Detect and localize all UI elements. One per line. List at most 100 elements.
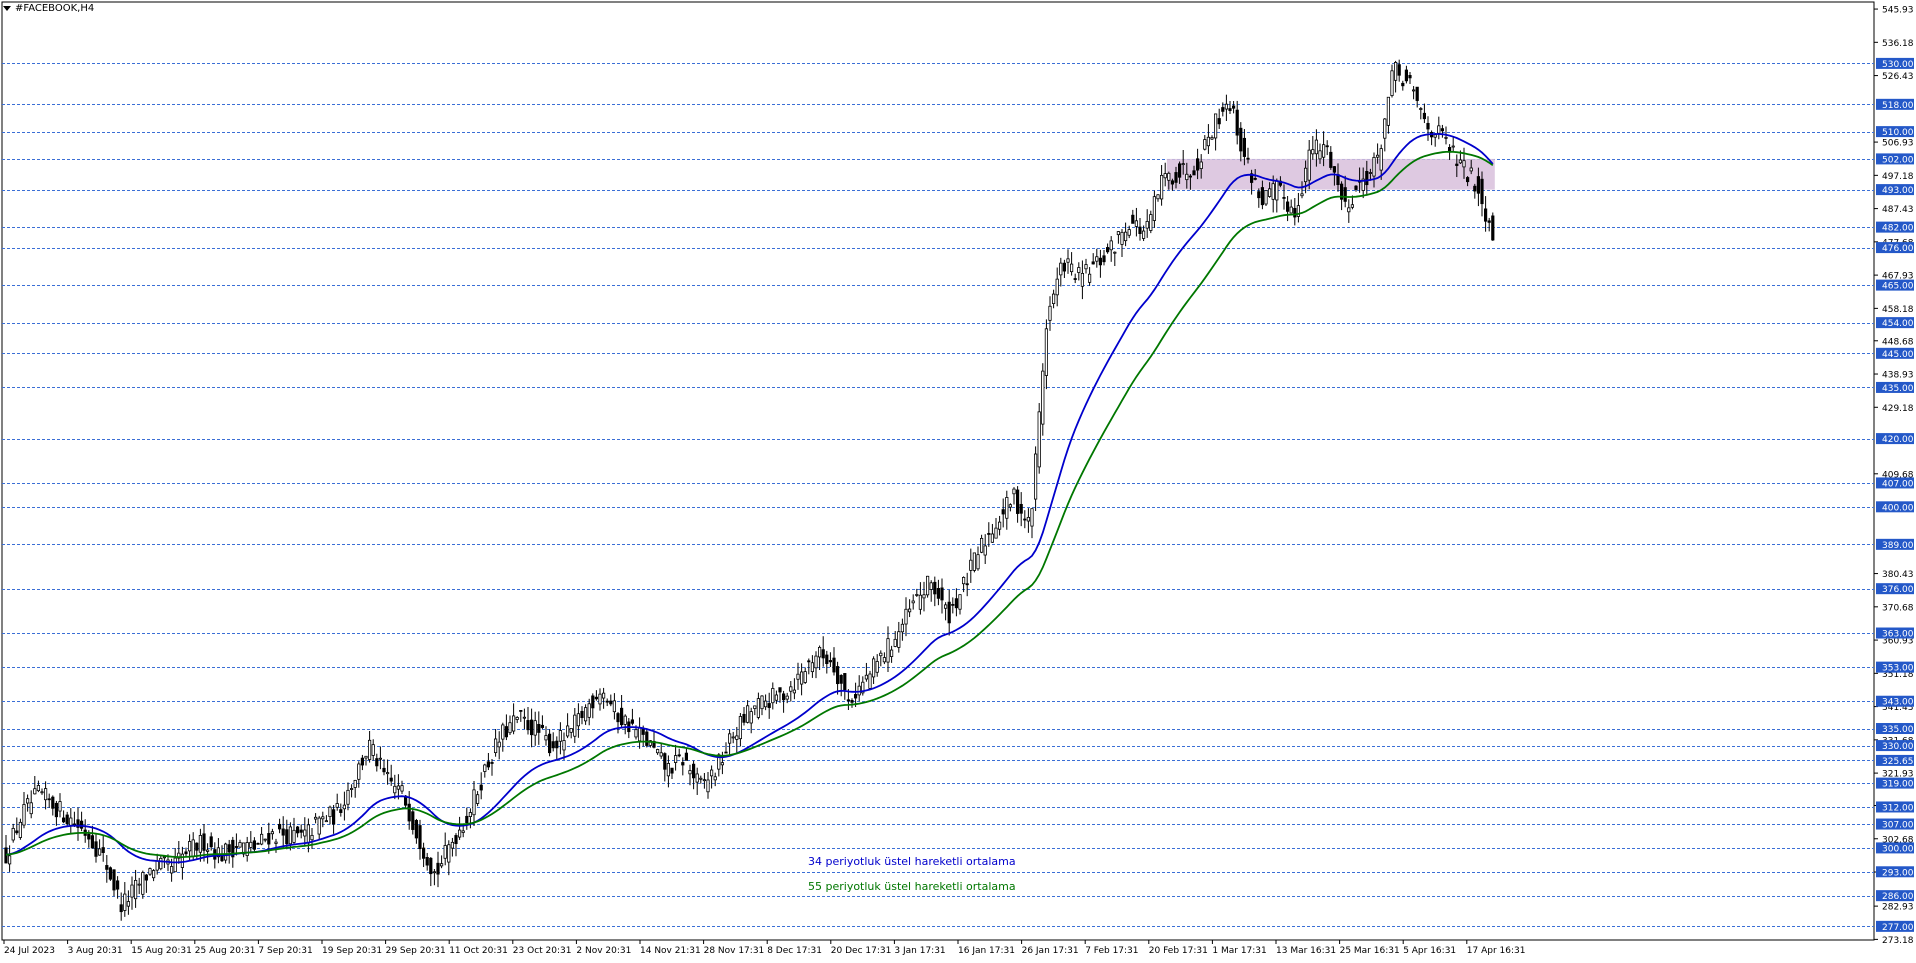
candle-body bbox=[1062, 262, 1066, 272]
candle-body bbox=[508, 722, 512, 734]
dropdown-triangle-icon[interactable] bbox=[3, 6, 11, 11]
candle-body bbox=[1365, 170, 1369, 186]
candle-body bbox=[1066, 258, 1070, 263]
candle-body bbox=[241, 842, 246, 855]
candle-body bbox=[1408, 75, 1412, 79]
candle-body bbox=[792, 689, 797, 694]
candle-body bbox=[1120, 231, 1124, 245]
candle-body bbox=[187, 841, 192, 852]
candle-body bbox=[738, 716, 743, 740]
candle-body bbox=[1080, 273, 1084, 287]
candle-body bbox=[105, 865, 109, 870]
candle-body bbox=[1055, 278, 1059, 296]
candle-body bbox=[900, 623, 905, 633]
candle-body bbox=[1379, 148, 1383, 171]
x-tick-label: 11 Oct 20:31 bbox=[449, 946, 508, 956]
candle-body bbox=[951, 603, 955, 606]
candle-body bbox=[1296, 205, 1300, 217]
level-label: 277.00 bbox=[1882, 923, 1914, 933]
level-label-box bbox=[1876, 754, 1914, 766]
candle-body bbox=[1178, 163, 1182, 178]
level-label: 435.00 bbox=[1882, 384, 1914, 394]
y-tick-label: 506.93 bbox=[1882, 139, 1914, 149]
x-tick-label: 5 Apr 16:31 bbox=[1403, 946, 1456, 956]
y-tick-label: 487.43 bbox=[1882, 205, 1914, 215]
candle-body bbox=[144, 874, 148, 881]
candle-body bbox=[684, 752, 689, 761]
candle-body bbox=[389, 777, 393, 782]
candle-body bbox=[1372, 156, 1376, 177]
x-tick-label: 26 Jan 17:31 bbox=[1022, 946, 1079, 956]
candle-body bbox=[223, 843, 228, 861]
candle-body bbox=[594, 696, 599, 700]
candle-body bbox=[342, 804, 347, 810]
candle-body bbox=[1250, 173, 1254, 183]
candle-body bbox=[1491, 215, 1495, 241]
candle-body bbox=[558, 730, 563, 742]
candle-body bbox=[533, 720, 537, 736]
candle-body bbox=[1289, 206, 1293, 214]
y-tick-label: 370.68 bbox=[1882, 603, 1914, 613]
candle-body bbox=[818, 646, 822, 658]
candle-body bbox=[1419, 108, 1423, 110]
level-label: 335.00 bbox=[1882, 725, 1914, 735]
candle-body bbox=[674, 755, 678, 763]
candle-body bbox=[1070, 263, 1074, 273]
y-tick-label: 429.18 bbox=[1882, 404, 1914, 414]
level-label: 319.00 bbox=[1882, 780, 1914, 790]
candle-body bbox=[1343, 187, 1347, 202]
candle-body bbox=[573, 714, 577, 737]
candle-body bbox=[695, 773, 699, 783]
candle-body bbox=[382, 767, 386, 773]
x-tick-label: 7 Feb 17:31 bbox=[1085, 946, 1138, 956]
level-label: 300.00 bbox=[1882, 844, 1914, 854]
candle-body bbox=[1167, 172, 1171, 181]
candle-body bbox=[645, 731, 649, 746]
candle-body bbox=[1098, 257, 1102, 266]
candle-body bbox=[130, 884, 134, 898]
candle-body bbox=[861, 681, 865, 694]
candle-body bbox=[126, 901, 130, 907]
candle-body bbox=[1217, 118, 1221, 125]
candle-body bbox=[965, 583, 969, 586]
candle-body bbox=[821, 649, 825, 659]
candle-body bbox=[1473, 185, 1477, 192]
candle-body bbox=[908, 608, 912, 613]
candle-body bbox=[587, 703, 591, 718]
candle-body bbox=[875, 661, 879, 673]
candle-body bbox=[926, 575, 930, 596]
candle-body bbox=[321, 816, 325, 820]
candle-body bbox=[349, 788, 354, 790]
candle-body bbox=[702, 779, 707, 782]
level-label: 530.00 bbox=[1882, 60, 1914, 70]
candle-body bbox=[1469, 167, 1473, 172]
y-tick-label: 448.68 bbox=[1882, 337, 1914, 347]
level-label-box bbox=[1876, 920, 1914, 932]
candle-body bbox=[62, 817, 66, 823]
candle-body bbox=[313, 816, 318, 820]
candle-body bbox=[576, 713, 581, 727]
candle-body bbox=[407, 803, 411, 822]
level-label-box bbox=[1876, 153, 1914, 165]
candle-body bbox=[990, 533, 995, 543]
candle-body bbox=[411, 811, 415, 830]
candle-body bbox=[1127, 229, 1131, 236]
candle-body bbox=[605, 700, 609, 703]
candle-body bbox=[954, 598, 959, 609]
candle-body bbox=[364, 755, 368, 759]
candle-body bbox=[98, 848, 102, 856]
candle-body bbox=[339, 809, 343, 813]
candle-body bbox=[612, 700, 617, 713]
candle-body bbox=[1311, 149, 1315, 155]
level-label: 286.00 bbox=[1882, 892, 1914, 902]
level-label: 330.00 bbox=[1882, 742, 1914, 752]
candle-body bbox=[375, 758, 379, 767]
candle-body bbox=[65, 814, 69, 825]
candle-body bbox=[393, 785, 397, 794]
y-tick-label: 438.93 bbox=[1882, 371, 1914, 381]
candle-body bbox=[562, 740, 566, 751]
y-tick-label: 321.93 bbox=[1882, 770, 1914, 780]
candle-body bbox=[22, 804, 26, 826]
